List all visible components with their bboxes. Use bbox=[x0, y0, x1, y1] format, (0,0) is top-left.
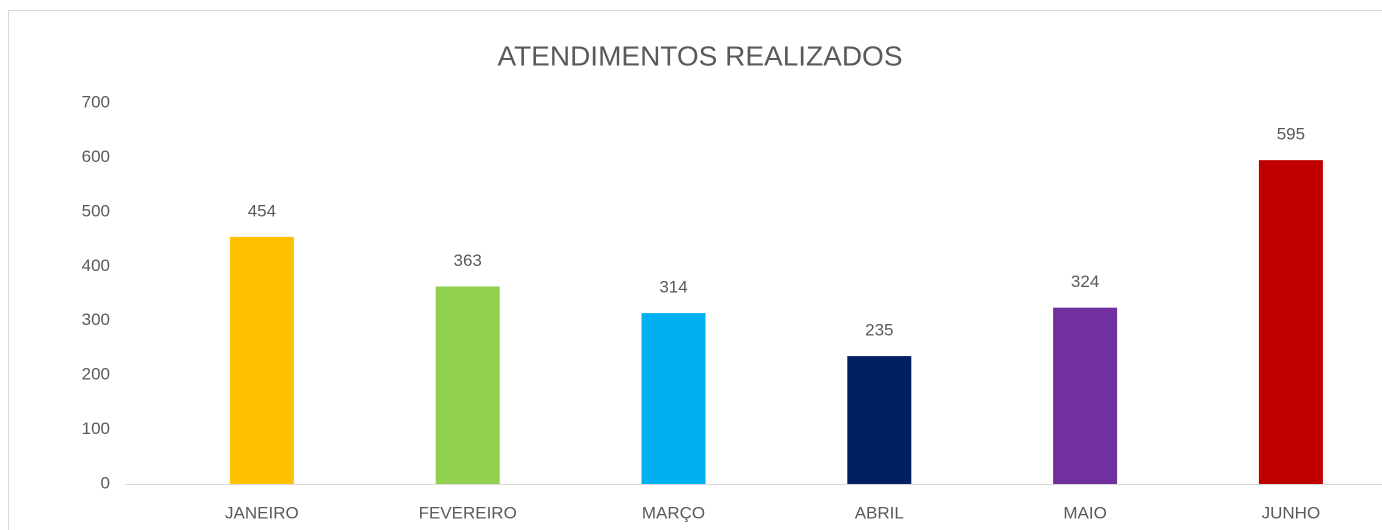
bar bbox=[1053, 307, 1118, 484]
value-label: 595 bbox=[1277, 125, 1305, 144]
y-tick-label: 0 bbox=[101, 473, 110, 492]
value-label: 363 bbox=[454, 251, 482, 270]
y-tick-label: 400 bbox=[82, 256, 110, 275]
value-label: 235 bbox=[865, 321, 893, 340]
chart-title: ATENDIMENTOS REALIZADOS bbox=[497, 40, 902, 71]
x-tick-label: ABRIL bbox=[855, 503, 904, 522]
y-tick-label: 500 bbox=[82, 201, 110, 220]
bar bbox=[229, 236, 294, 484]
x-tick-label: JUNHO bbox=[1262, 503, 1321, 522]
bar bbox=[1258, 160, 1323, 484]
value-label: 454 bbox=[248, 201, 276, 220]
bar bbox=[847, 356, 912, 484]
value-label: 314 bbox=[659, 278, 687, 297]
bar bbox=[641, 313, 706, 484]
y-tick-label: 200 bbox=[82, 365, 110, 384]
bar bbox=[435, 286, 500, 484]
x-tick-label: MARÇO bbox=[642, 503, 705, 522]
x-tick-label: FEVEREIRO bbox=[419, 503, 517, 522]
x-tick-label: MAIO bbox=[1063, 503, 1106, 522]
y-tick-label: 700 bbox=[82, 92, 110, 111]
x-tick-label: JANEIRO bbox=[225, 503, 299, 522]
y-tick-label: 600 bbox=[82, 147, 110, 166]
value-label: 324 bbox=[1071, 272, 1099, 291]
y-tick-label: 100 bbox=[82, 419, 110, 438]
y-tick-label: 300 bbox=[82, 310, 110, 329]
